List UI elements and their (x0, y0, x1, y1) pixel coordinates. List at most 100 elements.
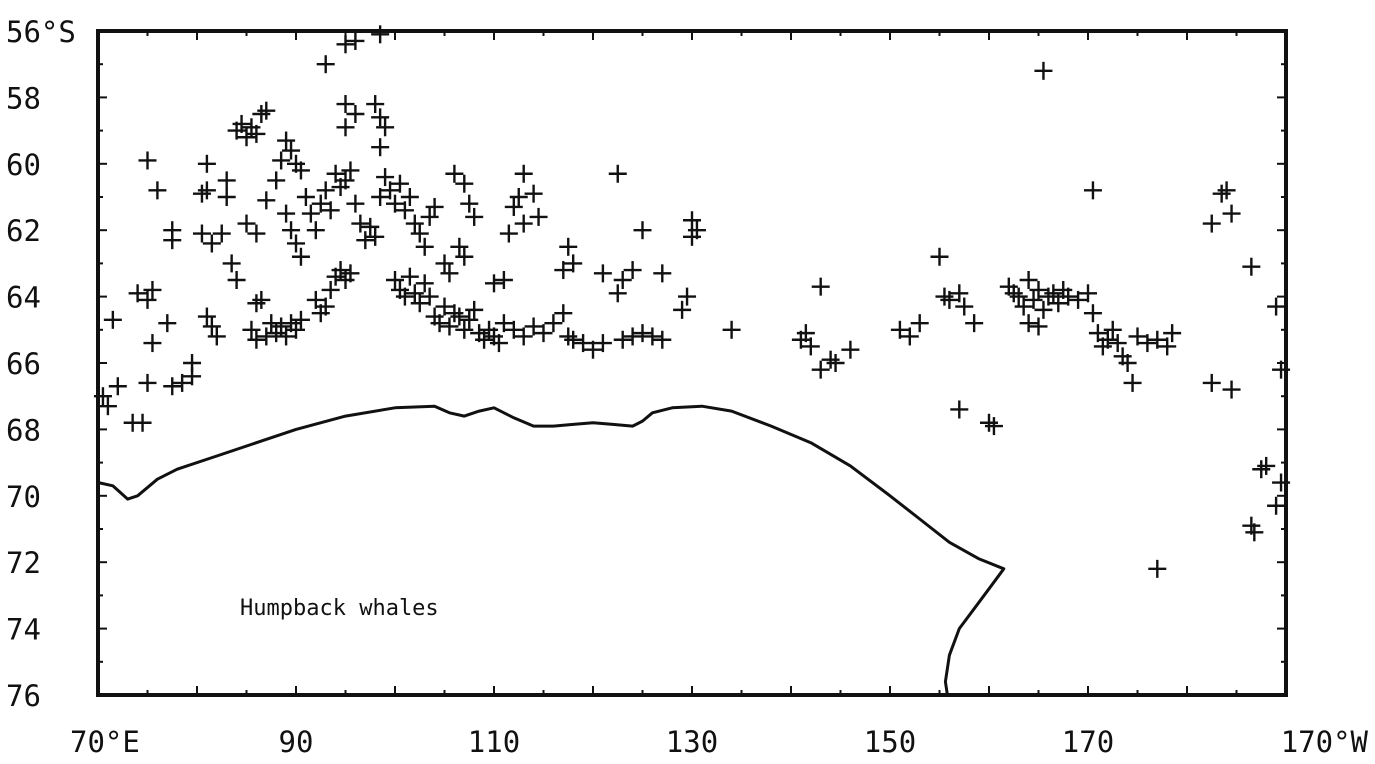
sighting-marker (564, 330, 583, 349)
sighting-marker (108, 377, 127, 396)
sighting-marker (341, 161, 360, 180)
sighting-marker (984, 417, 1003, 436)
sighting-marker (1222, 380, 1241, 399)
sighting-marker (1019, 314, 1038, 333)
sighting-marker (306, 290, 325, 309)
sighting-marker (504, 197, 523, 216)
sighting-marker (346, 194, 365, 213)
sighting-marker (584, 340, 602, 359)
sighting-marker (202, 234, 221, 253)
sighting-marker (376, 168, 395, 187)
sighting-marker (217, 171, 236, 190)
sighting-marker (514, 214, 533, 233)
sighting-marker (197, 307, 216, 326)
sighting-marker (237, 214, 256, 233)
sighting-marker (1103, 320, 1122, 339)
sighting-marker (395, 287, 414, 306)
sighting-marker (336, 171, 355, 190)
sighting-marker (633, 221, 652, 240)
sighting-marker (192, 224, 211, 243)
sighting-marker (381, 181, 400, 200)
sighting-marker (316, 297, 335, 316)
lon-tick-label: 110 (468, 725, 520, 759)
map-frame (96, 29, 1288, 697)
sighting-marker (183, 354, 202, 372)
sighting-marker (623, 327, 642, 346)
sighting-marker (475, 330, 494, 349)
sighting-marker (356, 231, 375, 250)
lat-tick-label: 56°S (6, 15, 76, 49)
sighting-marker (405, 284, 424, 303)
sighting-marker (247, 224, 266, 243)
sighting-marker (593, 334, 612, 353)
sighting-marker (212, 224, 231, 243)
sighting-marker (673, 300, 692, 319)
sighting-marker (128, 284, 147, 303)
sighting-marker (1083, 181, 1102, 200)
sighting-marker (955, 297, 974, 316)
sighting-marker (103, 310, 122, 329)
sighting-marker (173, 373, 192, 392)
sighting-marker (386, 271, 404, 289)
sighting-marker (1148, 559, 1167, 578)
sighting-marker (138, 290, 157, 309)
sighting-marker (366, 95, 385, 114)
sighting-marker (395, 201, 414, 220)
sighting-marker (722, 320, 741, 339)
sighting-marker (420, 287, 439, 306)
lat-tick-label: 58 (6, 81, 41, 115)
sighting-marker (593, 264, 612, 283)
axis-labels: 56°S 58 60 62 64 66 68 70 72 74 76 70°E 90 110 130 150 1… (6, 15, 1369, 759)
sighting-marker (1049, 294, 1068, 313)
sighting-marker (544, 314, 563, 333)
sighting-marker (163, 231, 182, 250)
sighting-marker (1034, 300, 1053, 319)
sighting-marker (1083, 304, 1102, 323)
sighting-marker (371, 25, 390, 44)
sighting-marker (346, 105, 365, 123)
sighting-marker (440, 317, 459, 336)
sighting-marker (400, 188, 419, 206)
sighting-marker (386, 194, 404, 213)
sighting-marker (331, 261, 350, 280)
sighting-marker (653, 264, 672, 283)
sighting-marker (1108, 334, 1127, 353)
sighting-marker (316, 181, 335, 200)
lat-tick-label: 70 (6, 480, 41, 514)
lat-tick-label: 64 (6, 281, 41, 315)
sighting-marker (143, 334, 162, 353)
sighting-marker (400, 267, 419, 286)
sighting-marker (455, 320, 474, 339)
sighting-marker (361, 217, 380, 236)
sighting-marker (321, 201, 340, 220)
sighting-marker (272, 317, 291, 336)
sighting-marker (1242, 257, 1261, 276)
sighting-marker (291, 310, 310, 329)
sighting-marker (1123, 373, 1142, 392)
sighting-marker (1118, 354, 1137, 372)
sighting-marker (257, 327, 276, 346)
sighting-marker (415, 274, 434, 293)
sighting-marker (197, 181, 216, 200)
sighting-marker (217, 188, 236, 206)
sighting-marker (489, 334, 508, 353)
sighting-marker (287, 234, 305, 253)
sighting-marker (1245, 523, 1264, 542)
sighting-marker (494, 271, 513, 289)
sighting-marker (1217, 181, 1236, 200)
sighting-marker (282, 221, 301, 240)
sighting-marker (1202, 214, 1221, 233)
sighting-marker (390, 174, 409, 193)
sighting-marker (796, 324, 815, 343)
sighting-marker (252, 290, 271, 309)
sighting-marker (1257, 456, 1276, 475)
sighting-marker (574, 334, 593, 353)
sighting-marker (232, 114, 251, 133)
sighting-marker (460, 310, 479, 329)
lat-tick-label: 60 (6, 148, 41, 182)
sighting-marker (890, 320, 909, 339)
sighting-marker (455, 174, 474, 193)
sighting-marker (296, 188, 315, 206)
sighting-marker (1059, 287, 1078, 306)
